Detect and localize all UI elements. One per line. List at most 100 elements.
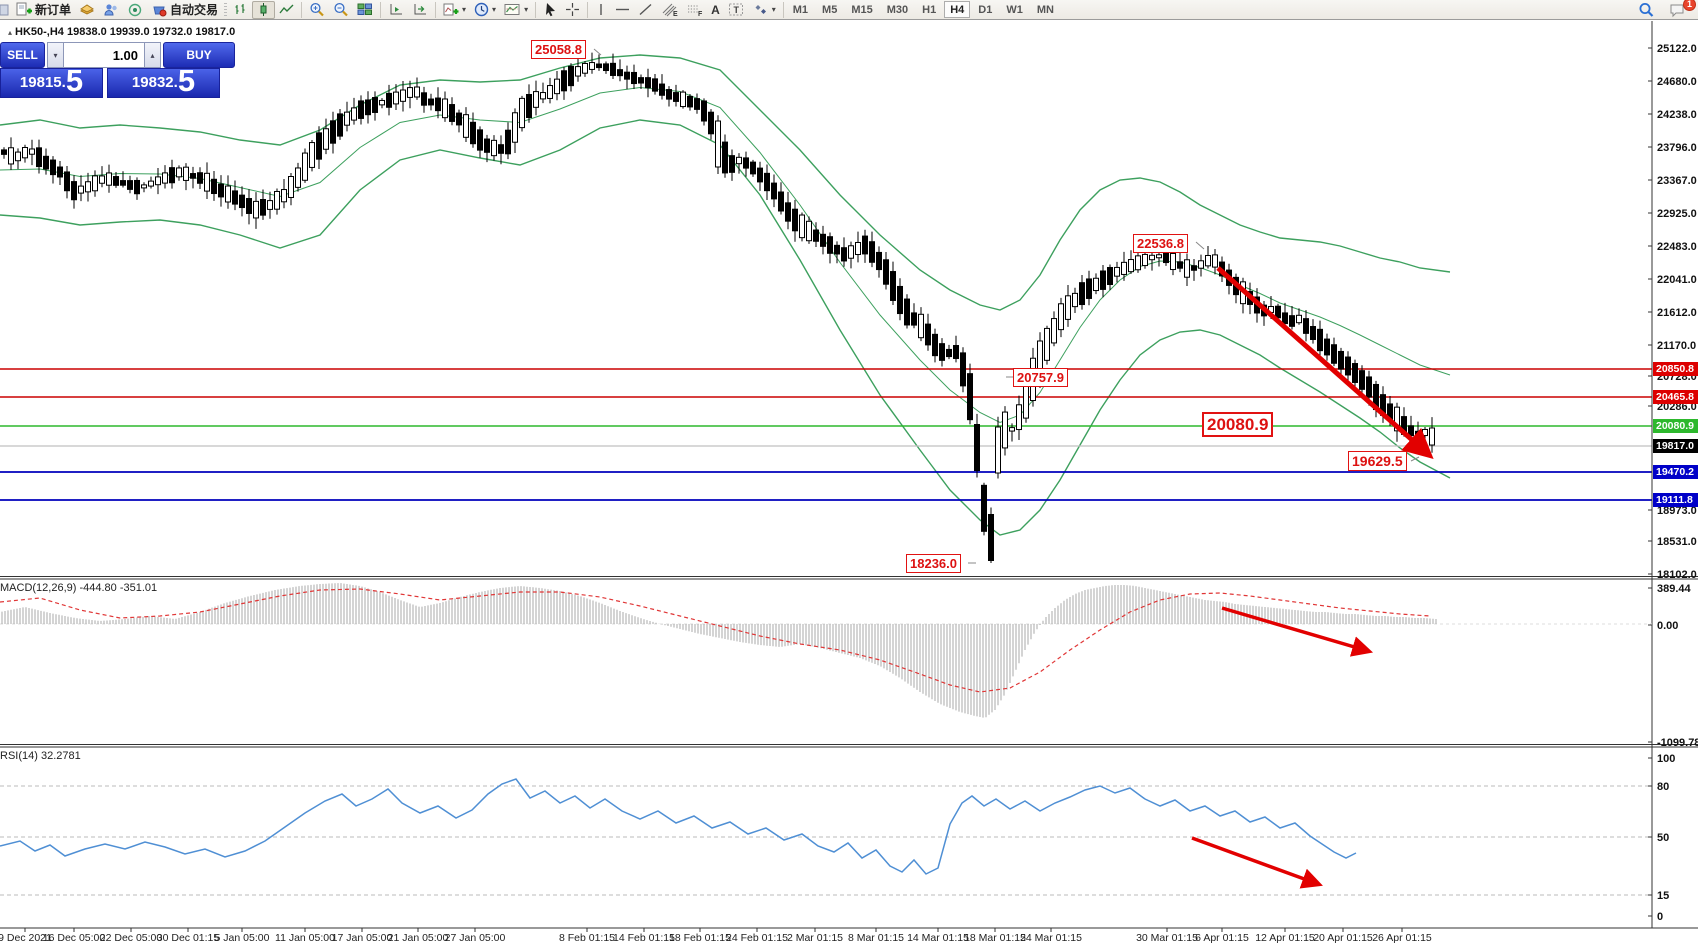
main-toolbar: 新订单 自动交易: [0, 0, 1698, 20]
volume-input[interactable]: [64, 42, 144, 68]
timeframe-mn-button[interactable]: MN: [1036, 3, 1054, 16]
svg-text:25122.0: 25122.0: [1657, 43, 1697, 55]
buy-button[interactable]: BUY: [163, 42, 235, 68]
indicators-button[interactable]: ▾: [439, 1, 470, 19]
candlestick-chart-icon: [260, 3, 267, 16]
search-icon: [1639, 2, 1654, 17]
sell-button[interactable]: SELL: [0, 42, 45, 68]
arrows-tool-icon: [755, 5, 766, 14]
svg-text:24238.0: 24238.0: [1657, 109, 1697, 121]
symbol-ohlc-readout: ▴ HK50-,H4 19838.0 19939.0 19732.0 19817.…: [8, 26, 235, 38]
buy-price-display[interactable]: 19832. 5: [107, 65, 220, 98]
periods-button[interactable]: ▾: [470, 1, 500, 19]
price-axis-tag: 20850.8: [1653, 362, 1698, 376]
notification-badge[interactable]: 1: [1683, 0, 1696, 11]
autotrading-button[interactable]: 自动交易: [147, 1, 222, 19]
price-axis-tag: 19817.0: [1653, 439, 1698, 453]
zoom-out-icon: [334, 2, 348, 17]
candlestick-chart-button[interactable]: [252, 0, 276, 19]
cursor-button[interactable]: [539, 1, 561, 19]
crosshair-icon: [566, 3, 580, 16]
svg-text:24680.0: 24680.0: [1657, 76, 1697, 88]
grid-tool-button[interactable]: F: [682, 1, 707, 19]
zoom-out-button[interactable]: [329, 1, 353, 19]
volume-increase-button[interactable]: ▴: [144, 42, 161, 68]
svg-text:6 Apr 01:15: 6 Apr 01:15: [1195, 932, 1249, 944]
svg-text:17 Jan 05:00: 17 Jan 05:00: [332, 932, 393, 944]
line-chart-button[interactable]: [275, 1, 298, 19]
price-annotation[interactable]: 19629.5: [1348, 451, 1407, 471]
data-window-button[interactable]: [99, 1, 123, 19]
price-annotation[interactable]: 25058.8: [531, 40, 586, 59]
macd-indicator-label: MACD(12,26,9) -444.80 -351.01: [0, 582, 158, 594]
auto-scroll-button[interactable]: [384, 1, 408, 19]
horizontal-line-icon: [616, 8, 630, 11]
cursor-icon: [546, 3, 556, 17]
volume-decrease-button[interactable]: ▾: [47, 42, 64, 68]
svg-text:8 Mar 01:15: 8 Mar 01:15: [848, 932, 904, 944]
svg-text:T: T: [733, 5, 739, 15]
horizontal-line-button[interactable]: [611, 1, 634, 19]
signals-button[interactable]: [123, 1, 147, 19]
price-annotation[interactable]: 20080.9: [1202, 412, 1274, 437]
price-annotation[interactable]: 20757.9: [1013, 368, 1068, 387]
svg-text:9 Dec 2021: 9 Dec 2021: [0, 932, 52, 944]
tile-windows-button[interactable]: [353, 1, 377, 19]
horizontal-level-lines: [0, 368, 1652, 501]
text-tool-button[interactable]: A: [707, 1, 724, 19]
svg-text:-1099.78: -1099.78: [1657, 737, 1698, 749]
zoom-in-button[interactable]: [305, 1, 329, 19]
rsi-panel: 100 80 50 15 0: [0, 753, 1675, 923]
search-button[interactable]: [1634, 1, 1659, 19]
rsi-indicator-label: RSI(14) 32.2781: [0, 750, 81, 762]
trendline-button[interactable]: [634, 1, 657, 19]
chart-shift-button[interactable]: [408, 1, 432, 19]
buy-price-main: 19832.: [131, 74, 178, 91]
arrows-tool-button[interactable]: ▾: [749, 1, 780, 19]
text-label-tool-button[interactable]: T: [724, 1, 749, 19]
timeframe-m1-button[interactable]: M1: [792, 3, 809, 16]
bollinger-bands: [0, 54, 1451, 536]
annotation-connectors: [593, 48, 1420, 564]
svg-text:80: 80: [1657, 781, 1669, 793]
timeframe-toolbar: M1 M5 M15 M30 H1 H4 D1 W1 MN: [787, 1, 1060, 18]
buy-button-label: BUY: [186, 48, 212, 62]
price-annotation[interactable]: 18236.0: [906, 554, 961, 573]
bar-chart-button[interactable]: [229, 1, 252, 19]
price-annotation[interactable]: 22536.8: [1133, 234, 1188, 253]
grid-tool-icon: F: [688, 5, 703, 17]
crosshair-button[interactable]: [561, 1, 584, 19]
timeframe-m5-button[interactable]: M5: [822, 3, 838, 16]
mailbox-button[interactable]: 1: [1665, 0, 1696, 19]
toolbar-separator: [301, 1, 303, 18]
price-axis-tag: 20080.9: [1653, 419, 1698, 433]
price-axis: 25122.0 24680.0 24238.0 23796.0 23367.0 22925…: [1648, 43, 1697, 581]
vertical-line-button[interactable]: [591, 1, 611, 19]
signals-icon: [128, 3, 142, 17]
fibonacci-button[interactable]: E: [657, 1, 682, 19]
text-label-tool-icon: T: [728, 3, 743, 16]
svg-text:22483.0: 22483.0: [1657, 241, 1697, 253]
svg-text:24 Feb 01:15: 24 Feb 01:15: [726, 932, 788, 944]
market-watch-icon: [80, 4, 95, 15]
new-order-button[interactable]: 新订单: [12, 1, 75, 19]
text-tool-icon: A: [711, 2, 720, 17]
market-watch-button[interactable]: [75, 1, 99, 19]
svg-text:23796.0: 23796.0: [1657, 142, 1697, 154]
svg-text:14 Feb 01:15: 14 Feb 01:15: [613, 932, 675, 944]
timeframe-h4-button[interactable]: H4: [944, 1, 971, 18]
timeframe-m15-button[interactable]: M15: [851, 3, 873, 16]
svg-text:11 Jan 05:00: 11 Jan 05:00: [275, 932, 335, 944]
svg-text:18531.0: 18531.0: [1657, 536, 1697, 548]
timeframe-w1-button[interactable]: W1: [1006, 3, 1023, 16]
dropdown-caret-icon: ▾: [462, 5, 467, 14]
timeframe-h1-button[interactable]: H1: [922, 3, 937, 16]
sell-button-label: SELL: [7, 48, 38, 62]
templates-button[interactable]: ▾: [500, 1, 532, 19]
timeframe-m30-button[interactable]: M30: [886, 3, 909, 16]
fibonacci-icon: E: [662, 3, 678, 17]
trend-arrows: [1191, 266, 1434, 889]
sell-price-display[interactable]: 19815. 5: [0, 65, 103, 98]
timeframe-d1-button[interactable]: D1: [978, 3, 993, 16]
